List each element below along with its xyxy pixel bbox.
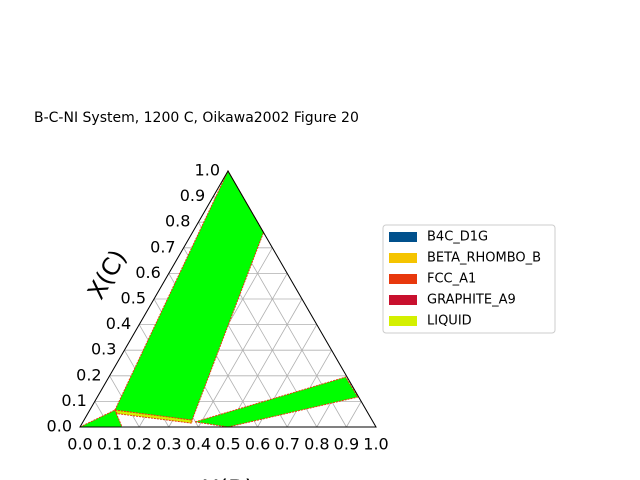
- triangle-frame: [79, 170, 377, 428]
- y-tick-label: 0.5: [121, 289, 146, 308]
- legend-label: GRAPHITE_A9: [427, 293, 516, 308]
- y-tick-label: 0.3: [91, 340, 116, 359]
- y-tick-label: 0.4: [106, 314, 131, 333]
- y-tick-label: 0.7: [150, 237, 175, 256]
- legend: B4C_D1G BETA_RHOMBO_B FCC_A1 GRAPHITE_A9 LIQ…: [382, 224, 556, 334]
- grid-line: [346, 401, 362, 428]
- y-tick-label: 0.6: [135, 263, 160, 282]
- legend-swatch: [389, 274, 417, 284]
- x-tick-label: 0.3: [156, 435, 181, 454]
- y-tick-label: 0.8: [165, 212, 190, 231]
- phase-region: [113, 409, 193, 424]
- x-tick-label: 0.8: [304, 435, 329, 454]
- legend-label: FCC_A1: [427, 272, 476, 287]
- legend-label: B4C_D1G: [427, 230, 488, 245]
- legend-swatch: [389, 295, 417, 305]
- legend-swatch: [389, 232, 417, 242]
- y-tick-label: 0.0: [47, 417, 72, 436]
- x-tick-label: 0.7: [274, 435, 299, 454]
- y-tick-label: 0.9: [180, 186, 205, 205]
- x-tick-label: 0.6: [245, 435, 270, 454]
- x-tick-label: 0.4: [186, 435, 211, 454]
- legend-swatch: [389, 253, 417, 263]
- legend-label: BETA_RHOMBO_B: [427, 251, 541, 266]
- grid-line: [227, 298, 303, 428]
- phase-region: [195, 376, 359, 428]
- legend-label: LIQUID: [427, 314, 472, 329]
- y-tick-label: 0.1: [61, 391, 86, 410]
- x-axis-label: X(B): [202, 475, 254, 480]
- x-tick-label: 0.5: [215, 435, 240, 454]
- x-tick-label: 0.2: [126, 435, 151, 454]
- y-tick-label: 1.0: [195, 161, 220, 180]
- x-tick-label: 1.0: [363, 435, 388, 454]
- y-tick-label: 0.2: [76, 365, 101, 384]
- x-tick-label: 0.1: [97, 435, 122, 454]
- legend-swatch: [389, 316, 417, 326]
- chart-title: B-C-NI System, 1200 C, Oikawa2002 Figure…: [34, 110, 359, 126]
- x-tick-label: 0.0: [67, 435, 92, 454]
- legend-box: [382, 224, 556, 334]
- x-tick-label: 0.9: [334, 435, 359, 454]
